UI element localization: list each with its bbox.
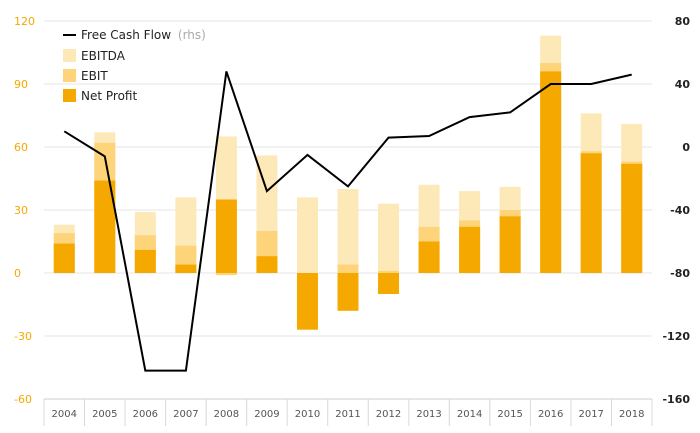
x-tick-label: 2009 <box>254 409 279 420</box>
x-tick-label: 2010 <box>295 409 320 420</box>
legend-swatch-net-profit <box>63 89 76 102</box>
bar-net-profit <box>175 264 197 273</box>
axes: -60 -30 0 30 60 90 120 -160 -120 -80 -40 0 40 80 2004 2… <box>14 15 690 426</box>
y-tick-label-right: -120 <box>662 330 690 343</box>
x-tick-label: 2014 <box>457 409 482 420</box>
bars <box>53 35 643 330</box>
x-tick-label: 2011 <box>335 409 360 420</box>
x-tick-label: 2004 <box>52 409 77 420</box>
x-tick-label: 2008 <box>214 409 239 420</box>
y-tick-label-right: -160 <box>662 393 690 406</box>
x-tick-label: 2017 <box>578 409 603 420</box>
y-tick-label-right: -40 <box>670 204 690 217</box>
y-tick-label-left: 120 <box>14 15 35 28</box>
y-tick-label-left: -30 <box>14 330 32 343</box>
bar-net-profit <box>337 273 359 311</box>
x-tick-label: 2018 <box>619 409 644 420</box>
y-tick-label-left: -60 <box>14 393 32 406</box>
bar-net-profit <box>378 273 400 294</box>
bar-net-profit <box>621 163 643 273</box>
y-tick-label-left: 90 <box>14 78 28 91</box>
bar-net-profit <box>53 243 75 273</box>
legend-swatch-ebitda <box>63 49 76 62</box>
bar-ebitda <box>337 189 359 273</box>
y-tick-label-right: -80 <box>670 267 690 280</box>
y-tick-label-left: 30 <box>14 204 28 217</box>
x-tick-label: 2015 <box>497 409 522 420</box>
bar-ebit <box>378 270 400 273</box>
bar-net-profit <box>418 241 440 273</box>
bar-net-profit <box>459 226 481 273</box>
bar-net-profit <box>540 71 562 274</box>
y-tick-label-right: 40 <box>675 78 691 91</box>
y-tick-label-left: 60 <box>14 141 28 154</box>
bar-ebit <box>215 273 237 276</box>
legend-label-ebit: EBIT <box>81 69 108 83</box>
legend-swatch-ebit <box>63 69 76 82</box>
x-tick-label: 2013 <box>416 409 441 420</box>
legend-label-ebitda: EBITDA <box>81 49 126 63</box>
bar-ebit <box>337 264 359 273</box>
y-tick-label-left: 0 <box>14 267 21 280</box>
bar-ebitda <box>296 197 318 273</box>
x-tick-label: 2016 <box>538 409 563 420</box>
y-tick-label-right: 80 <box>675 15 691 28</box>
legend-label-free-cash-flow: Free Cash Flow (rhs) <box>81 28 206 42</box>
legend: Free Cash Flow (rhs) EBITDA EBIT Net Pro… <box>63 28 206 103</box>
bar-net-profit <box>296 273 318 330</box>
line-free-cash-flow <box>63 71 632 372</box>
bar-ebitda <box>378 203 400 273</box>
x-tick-label: 2007 <box>173 409 198 420</box>
bar-net-profit <box>499 216 521 273</box>
bar-net-profit <box>215 199 237 273</box>
x-tick-label: 2006 <box>133 409 158 420</box>
bar-net-profit <box>256 256 278 273</box>
y-tick-label-right: 0 <box>682 141 690 154</box>
bar-net-profit <box>94 180 116 273</box>
bar-net-profit <box>134 249 156 273</box>
bar-net-profit <box>580 153 602 273</box>
x-tick-label: 2012 <box>376 409 401 420</box>
x-tick-label: 2005 <box>92 409 117 420</box>
legend-label-net-profit: Net Profit <box>81 89 137 103</box>
fcf-line-group <box>63 71 632 372</box>
